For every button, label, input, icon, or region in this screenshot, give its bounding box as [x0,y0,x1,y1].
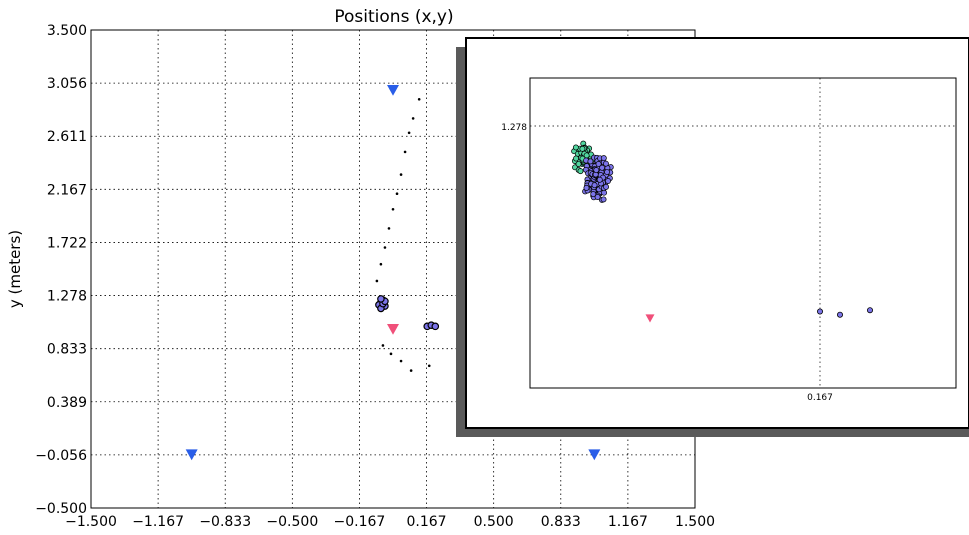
x-tick-label: 1.167 [608,514,648,530]
inset-plot-area [529,77,957,389]
particle-blue [599,164,606,171]
robot-marker [387,323,399,335]
particle-green [573,155,580,162]
x-tick-label: 0.167 [407,514,447,530]
particle-blue [603,183,609,190]
path-point [399,359,403,363]
y-tick-label: 1.278 [47,289,87,305]
zoom-inset-panel: 1.278 0.167 [456,37,969,437]
y-tick-label: 1.722 [47,235,87,251]
particle-blue [600,196,607,203]
x-tick-label: 1.500 [675,514,715,530]
particle-blue [591,182,598,189]
landmark-marker [588,449,601,461]
path-point [379,262,383,266]
outlier-particle [817,308,824,315]
path-point [387,227,391,230]
y-tick-label: 3.056 [47,76,87,92]
path-point [411,117,415,120]
data-marks [185,84,601,461]
landmark-marker [387,84,399,96]
particle-blue [593,167,600,174]
y-axis-label: y (meters) [6,230,24,308]
particle-blue [590,191,597,198]
inset-grid-lines [530,78,956,388]
particle-green [572,144,579,151]
path-point [389,352,393,356]
x-tick-label: −1.500 [65,514,117,530]
path-point [407,131,411,135]
landmark-marker [185,449,198,461]
y-tick-label: 2.167 [47,182,87,198]
x-tick-label: −0.167 [334,514,386,530]
path-point [375,279,379,283]
y-tick-label: 0.833 [47,342,87,358]
path-point [427,364,431,368]
particle-blue [583,184,590,191]
path-point [403,150,407,154]
path-point [381,344,385,347]
path-point [395,192,399,196]
x-tick-label: −0.500 [266,514,318,530]
particle-blue [604,169,611,176]
particle-blue [587,158,594,165]
particle-blue [605,178,611,184]
y-tick-label: −0.500 [35,501,87,517]
y-tick-label: 0.389 [47,395,87,411]
inset-data-marks [571,140,874,323]
path-point [417,98,421,101]
tick-labels: −1.500 −1.167 −0.833 −0.500 −0.167 0.167 0.500… [35,23,715,530]
particle-blue [595,161,602,167]
chart-title: Positions (x,y) [334,7,453,27]
y-tick-label: −0.056 [35,448,87,464]
particle-blue [594,194,601,200]
x-tick-label: −1.167 [132,514,184,530]
y-tick-label: 3.500 [47,23,87,39]
particle-green [579,145,586,152]
particle-point [377,295,385,303]
inset-robot-marker [645,314,655,323]
outlier-particle [837,311,844,318]
particle-point [431,322,440,331]
x-tick-label: 0.833 [541,514,581,530]
x-tick-label: −0.833 [199,514,251,530]
x-tick-label: 0.500 [474,514,514,530]
path-point [391,207,395,211]
particle-green [577,168,584,175]
particle-green [575,161,582,167]
particle-blue [600,155,607,162]
path-point [409,369,413,372]
inset-y-tick-label: 1.278 [501,123,527,133]
particle-blue [603,160,609,167]
particle-blue [596,176,603,183]
path-point [383,246,387,249]
path-point [399,173,403,176]
inset-x-tick-label: 0.167 [807,393,833,403]
outlier-particle [867,307,874,314]
y-tick-label: 2.611 [47,129,87,145]
